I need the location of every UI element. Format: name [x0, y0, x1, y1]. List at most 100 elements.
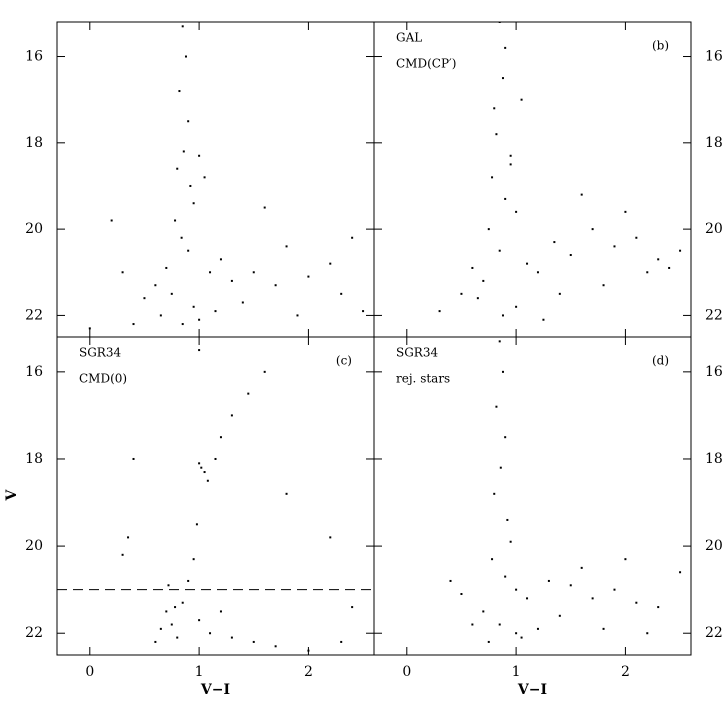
star-point [509, 163, 512, 166]
star-point [274, 284, 277, 287]
y-tick-label: 20 [25, 221, 43, 237]
star-point [184, 55, 187, 58]
star-point [558, 614, 561, 617]
star-point [635, 236, 638, 239]
star-point [132, 457, 135, 460]
star-point [274, 645, 277, 648]
star-point [493, 107, 496, 110]
star-point [558, 292, 561, 295]
star-point [509, 540, 512, 543]
y-axis-label: V [4, 488, 20, 501]
panel-frame [56, 21, 375, 338]
y-tick-label: 18 [705, 451, 723, 467]
star-point [501, 314, 504, 317]
star-point [504, 436, 507, 439]
star-point [192, 558, 195, 561]
star-point [495, 405, 498, 408]
star-point [296, 314, 299, 317]
star-point [547, 579, 550, 582]
panel-tag: (d) [652, 354, 669, 368]
plot-area [438, 22, 682, 321]
star-point [209, 271, 212, 274]
star-point [209, 632, 212, 635]
star-point [143, 297, 146, 300]
plot-area [88, 25, 365, 330]
star-point [602, 284, 605, 287]
y-tick-label: 20 [705, 221, 723, 237]
star-point [487, 228, 490, 231]
star-point [187, 579, 190, 582]
star-point [624, 558, 627, 561]
star-point [88, 327, 91, 330]
star-point [438, 310, 441, 313]
star-point [657, 606, 660, 609]
panel-tag: (c) [336, 354, 352, 368]
star-point [635, 601, 638, 604]
x-tick-label: 0 [402, 664, 411, 680]
star-point [159, 627, 162, 630]
y-tick-label: 22 [25, 307, 43, 323]
star-point [167, 584, 170, 587]
star-point [487, 640, 490, 643]
star-point [569, 584, 572, 587]
star-point [174, 606, 177, 609]
star-point [504, 46, 507, 49]
y-tick-label: 16 [25, 49, 43, 65]
star-point [187, 249, 190, 252]
star-point [471, 266, 474, 269]
panel-label: GAL [396, 31, 422, 45]
panel: 0 1 2 16 18 20 22 SGR34 rej. stars (d) V−I [373, 336, 723, 698]
x-axis-label: V−I [200, 682, 230, 698]
star-point [515, 632, 518, 635]
star-point [181, 601, 184, 604]
star-point [230, 636, 233, 639]
star-point [285, 245, 288, 248]
star-point [329, 262, 332, 265]
star-point [471, 623, 474, 626]
star-point [219, 436, 222, 439]
star-point [498, 623, 501, 626]
panel: 16 18 20 22 GAL CMD(CP′) (b) [373, 21, 723, 338]
star-point [307, 275, 310, 278]
star-point [668, 266, 671, 269]
star-point [198, 318, 201, 321]
star-point [181, 323, 184, 326]
star-point [515, 588, 518, 591]
star-point [613, 245, 616, 248]
plot-area [121, 349, 354, 652]
star-point [110, 219, 113, 222]
star-point [181, 25, 184, 28]
plot-area [449, 340, 682, 643]
star-point [509, 154, 512, 157]
star-point [499, 466, 502, 469]
star-point [252, 271, 255, 274]
y-tick-label: 22 [705, 625, 723, 641]
star-point [482, 279, 485, 282]
star-point [230, 279, 233, 282]
star-point [165, 266, 168, 269]
star-point [460, 593, 463, 596]
star-point [192, 202, 195, 205]
star-point [200, 466, 203, 469]
star-point [506, 518, 509, 521]
x-axis-label: V−I [517, 682, 547, 698]
y-tick-label: 22 [25, 625, 43, 641]
star-point [192, 305, 195, 308]
star-point [536, 627, 539, 630]
star-point [165, 610, 168, 613]
star-point [493, 492, 496, 495]
panel-tag: (b) [652, 39, 669, 53]
star-point [591, 597, 594, 600]
star-point [679, 571, 682, 574]
star-point [495, 133, 498, 136]
star-point [247, 392, 250, 395]
star-point [198, 154, 201, 157]
star-point [580, 566, 583, 569]
star-point [476, 297, 479, 300]
star-point [132, 323, 135, 326]
panel-frame [373, 336, 692, 656]
x-tick-label: 0 [85, 664, 94, 680]
star-point [263, 370, 266, 373]
star-point [198, 462, 201, 465]
star-point [657, 258, 660, 261]
